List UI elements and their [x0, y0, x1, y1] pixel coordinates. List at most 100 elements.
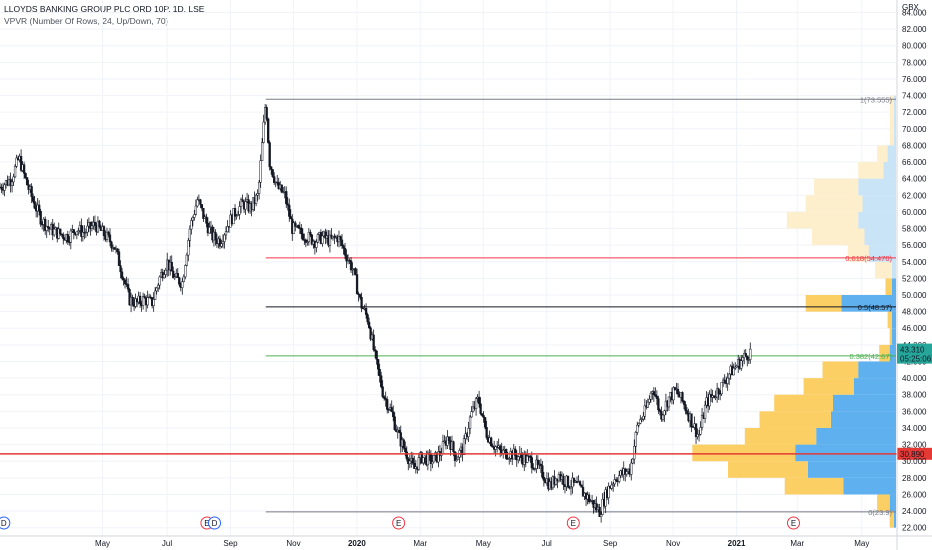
- time-tick-label: Jul: [162, 539, 172, 548]
- volume-profile: [692, 95, 896, 528]
- candle-body: [102, 226, 106, 236]
- candle-body: [405, 451, 408, 460]
- candle-body: [297, 225, 300, 229]
- candle-body: [178, 277, 181, 285]
- candle-body: [714, 396, 717, 399]
- price-tick-label: 62.000: [902, 191, 927, 200]
- vp-row-down: [803, 378, 854, 395]
- candle-body: [502, 449, 505, 454]
- vp-row-up: [816, 427, 896, 445]
- time-tick-label: May: [476, 539, 491, 548]
- candle-body: [685, 410, 689, 414]
- candle-body: [157, 284, 160, 289]
- candle-body: [271, 169, 274, 177]
- fib-level-label: 1(73.555): [860, 95, 893, 104]
- candle-body: [188, 228, 191, 241]
- candle-body: [633, 446, 636, 460]
- candle-body: [652, 391, 656, 395]
- candle-body: [581, 487, 585, 497]
- candle-body: [404, 447, 407, 453]
- candle-body: [214, 231, 217, 240]
- candle-body: [681, 392, 684, 402]
- candle-body: [634, 432, 637, 447]
- candle-body: [163, 274, 166, 279]
- price-unit-label: GBX: [902, 3, 920, 12]
- candle-body: [59, 228, 62, 235]
- price-tick-label: 80.000: [902, 42, 927, 51]
- price-tick-label: 74.000: [902, 92, 927, 101]
- candle-body: [587, 494, 591, 503]
- candle-body: [340, 239, 344, 246]
- candle-body: [703, 404, 707, 419]
- candle-body: [746, 355, 749, 361]
- candle-body: [10, 181, 14, 186]
- candle-body: [749, 348, 752, 360]
- candle-body: [126, 284, 130, 290]
- candle-body: [176, 273, 179, 278]
- indicator-legend[interactable]: VPVR (Number Of Rows, 24, Up/Down, 70): [4, 16, 169, 26]
- candle-body: [740, 360, 743, 369]
- vp-row-down: [889, 328, 892, 345]
- candle-body: [615, 479, 618, 482]
- candle-body: [13, 166, 17, 178]
- candle-body: [354, 268, 357, 275]
- candle-body: [152, 299, 155, 306]
- candle-body: [220, 243, 223, 247]
- candle-body: [256, 193, 259, 196]
- candle-body: [413, 462, 416, 469]
- candle-body: [426, 452, 430, 466]
- candle-body: [618, 475, 621, 482]
- candle-body: [690, 413, 693, 427]
- vp-row-down: [879, 344, 890, 362]
- candle-body: [378, 368, 381, 376]
- time-tick-label: Sep: [223, 539, 238, 548]
- fib-level-label: 0.382(42.67): [849, 352, 892, 361]
- candle-body: [288, 204, 291, 217]
- candle-body: [381, 386, 384, 397]
- candle-body: [119, 265, 122, 273]
- candle-body: [158, 276, 161, 286]
- candle-body: [351, 269, 354, 271]
- symbol-legend[interactable]: LLOYDS BANKING GROUP PLC ORD 10P, 1D, LS…: [4, 4, 205, 14]
- candle-body: [598, 506, 601, 517]
- candle-body: [138, 295, 142, 304]
- candle-body: [580, 484, 583, 488]
- event-marker-label: D: [212, 519, 218, 528]
- candle-body: [676, 388, 680, 395]
- vp-row-down: [805, 295, 842, 312]
- candle-body: [19, 155, 23, 171]
- candle-body: [110, 241, 113, 249]
- candle-body: [208, 226, 211, 234]
- candle-body: [259, 160, 262, 183]
- candle-body: [262, 121, 265, 143]
- vp-row-down: [877, 494, 890, 512]
- candle-body: [86, 225, 89, 233]
- price-tick-label: 56.000: [902, 241, 927, 250]
- price-axis[interactable]: 22.000 24.000 26.000 28.000 30.000 32.000 34.0…: [896, 0, 932, 550]
- time-axis[interactable]: May Jul Sep Nov 2020 Mar May Jul Sep Nov 2021 Mar Ma…: [0, 535, 932, 548]
- last-price-label: 43.310: [900, 346, 925, 355]
- candle-body: [270, 166, 273, 170]
- candle-body: [72, 229, 75, 233]
- vp-row-up: [854, 378, 896, 395]
- current-price-line: 30.890: [0, 447, 932, 460]
- price-tick-label: 32.000: [902, 441, 927, 450]
- candle-body: [377, 359, 380, 370]
- fib-retracement[interactable]: 1(73.555) 0.618(54.470) 0.5(48.57) 0.382(42…: [265, 95, 896, 517]
- candle-body: [431, 461, 434, 465]
- candle-body: [655, 395, 659, 399]
- candle-body: [402, 439, 405, 449]
- candle-body: [649, 392, 652, 400]
- candle-body: [456, 456, 460, 460]
- vp-row-down: [875, 261, 892, 279]
- candle-body: [38, 204, 41, 212]
- vp-row-down: [774, 394, 833, 412]
- price-tick-label: 46.000: [902, 324, 927, 333]
- candle-body: [610, 484, 613, 489]
- vp-row-up: [889, 494, 896, 512]
- bar-countdown-label: 05:25:06: [900, 355, 932, 364]
- candle-body: [483, 417, 487, 428]
- candle-body: [267, 118, 270, 143]
